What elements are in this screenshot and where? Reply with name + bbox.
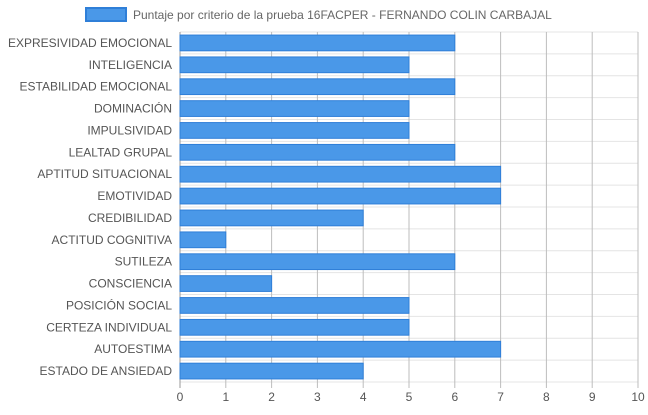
bar[interactable] xyxy=(179,165,502,183)
bar[interactable] xyxy=(179,122,410,139)
x-tick-label: 7 xyxy=(497,390,504,404)
y-tick-label: DOMINACIÓN xyxy=(94,101,172,116)
y-tick-label: CREDIBILIDAD xyxy=(88,211,172,225)
bar[interactable] xyxy=(179,318,410,336)
x-tick-label: 3 xyxy=(314,390,321,404)
y-tick-label: ESTABILIDAD EMOCIONAL xyxy=(20,80,173,94)
x-tick-label: 1 xyxy=(222,390,229,404)
bar[interactable] xyxy=(179,297,410,314)
x-tick-label: 0 xyxy=(177,390,184,404)
y-tick-label: EMOTIVIDAD xyxy=(97,189,172,203)
y-tick-label: INTELIGENCIA xyxy=(89,58,172,72)
x-axis-tick-labels: 0 1 2 3 4 5 6 7 8 9 10 xyxy=(177,390,645,404)
x-tick-label: 2 xyxy=(268,390,275,404)
bar[interactable] xyxy=(179,209,364,227)
bar[interactable] xyxy=(179,143,456,161)
y-tick-label: EXPRESIVIDAD EMOCIONAL xyxy=(8,36,172,50)
y-tick-label: SUTILEZA xyxy=(115,255,172,269)
legend-swatch[interactable] xyxy=(85,7,127,22)
bar[interactable] xyxy=(179,34,456,52)
x-tick-label: 5 xyxy=(406,390,413,404)
bar[interactable] xyxy=(179,187,502,205)
legend[interactable]: Puntaje por criterio de la prueba 16FACP… xyxy=(85,7,552,22)
legend-label[interactable]: Puntaje por criterio de la prueba 16FACP… xyxy=(133,8,552,22)
y-tick-label: ACTITUD COGNITIVA xyxy=(52,233,172,247)
y-tick-label: APTITUD SITUACIONAL xyxy=(37,167,172,181)
bar[interactable] xyxy=(179,362,364,380)
y-tick-label: AUTOESTIMA xyxy=(94,342,172,356)
y-tick-label: POSICIÓN SOCIAL xyxy=(66,297,172,312)
y-tick-label: LEALTAD GRUPAL xyxy=(69,145,173,159)
bar[interactable] xyxy=(179,275,273,292)
y-axis-labels: EXPRESIVIDAD EMOCIONAL INTELIGENCIA ESTABI… xyxy=(8,36,172,378)
bar[interactable] xyxy=(179,78,456,96)
y-tick-label: CONSCIENCIA xyxy=(89,277,172,291)
bar[interactable] xyxy=(179,231,227,249)
x-tick-label: 9 xyxy=(589,390,596,404)
y-tick-label: IMPULSIVIDAD xyxy=(87,123,172,137)
bar[interactable] xyxy=(179,340,502,358)
y-tick-label: CERTEZA INDIVIDUAL xyxy=(46,320,172,334)
x-tick-label: 4 xyxy=(360,390,367,404)
x-tick-label: 8 xyxy=(543,390,550,404)
bar[interactable] xyxy=(179,253,456,271)
y-tick-label: ESTADO DE ANSIEDAD xyxy=(40,364,173,378)
bar[interactable] xyxy=(179,56,410,74)
x-tick-label: 6 xyxy=(451,390,458,404)
bar[interactable] xyxy=(179,100,410,117)
bars xyxy=(179,34,502,380)
x-tick-label: 10 xyxy=(631,390,645,404)
